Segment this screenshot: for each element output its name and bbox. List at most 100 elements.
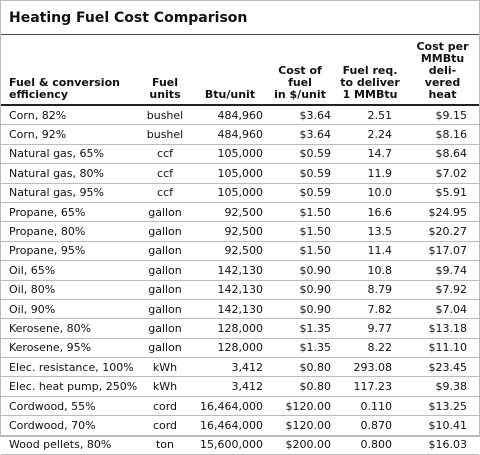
column-header: Cost of fuel in $/unit	[266, 41, 334, 106]
column-header: Fuel & conversion efficiency	[1, 41, 136, 106]
table-cell: Cordwood, 70%	[1, 415, 136, 436]
table-cell: 3,412	[194, 376, 266, 397]
table-cell: 2.24	[334, 124, 406, 145]
table-cell: $0.90	[266, 260, 334, 281]
table-cell: $0.59	[266, 144, 334, 165]
table-row: Kerosene, 95% gallon 128,000 $1.35 8.22 $11.1…	[1, 338, 479, 359]
table-cell: Corn, 92%	[1, 124, 136, 145]
table-cell: 105,000	[194, 183, 266, 203]
column-header: Btu/unit	[194, 41, 266, 106]
table-cell: $9.74	[406, 260, 479, 281]
table-body: Corn, 82% bushel 484,960 $3.64 2.51 $9.15 Corn…	[1, 105, 479, 455]
table-cell: ccf	[136, 144, 194, 165]
table-cell: $0.80	[266, 376, 334, 397]
table-cell: 128,000	[194, 338, 266, 359]
table-cell: $20.27	[406, 221, 479, 242]
header-line: Fuel req.	[342, 64, 398, 77]
table-cell: gallon	[136, 202, 194, 223]
table-cell: 11.4	[334, 241, 406, 262]
header-line: efficiency	[9, 88, 69, 101]
table-cell: 16.6	[334, 202, 406, 223]
column-header: Fuel units	[136, 41, 194, 106]
table-cell: 16,464,000	[194, 415, 266, 436]
table-cell: $0.90	[266, 280, 334, 300]
table-cell: $7.04	[406, 299, 479, 320]
table-cell: $8.16	[406, 124, 479, 145]
table-cell: $0.80	[266, 357, 334, 378]
table-row: Wood pellets, 80% ton 15,600,000 $200.00 0.8…	[1, 435, 479, 455]
table-cell: Oil, 80%	[1, 280, 136, 300]
table-cell: Kerosene, 80%	[1, 318, 136, 339]
header-line: in $/unit	[274, 88, 326, 101]
header-line: Cost of fuel	[278, 64, 322, 89]
table-cell: $9.15	[406, 105, 479, 126]
table-cell: gallon	[136, 280, 194, 300]
header-line: to deliver	[340, 76, 400, 89]
table-cell: 9.77	[334, 318, 406, 339]
table-cell: kWh	[136, 357, 194, 378]
table-cell: gallon	[136, 221, 194, 242]
table-cell: Corn, 82%	[1, 105, 136, 126]
table-row: Natural gas, 80% ccf 105,000 $0.59 11.9 $7.02	[1, 163, 479, 184]
table-cell: 11.9	[334, 163, 406, 184]
table-cell: gallon	[136, 260, 194, 281]
table-cell: 142,130	[194, 260, 266, 281]
table-cell: Oil, 90%	[1, 299, 136, 320]
table-cell: $1.50	[266, 202, 334, 223]
table-cell: 10.0	[334, 183, 406, 203]
table-cell: 16,464,000	[194, 396, 266, 417]
table-row: Natural gas, 95% ccf 105,000 $0.59 10.0 $5.91	[1, 183, 479, 203]
header-line: Cost per	[416, 40, 469, 53]
header-line: Fuel units	[149, 76, 181, 101]
table-cell: Natural gas, 80%	[1, 163, 136, 184]
table-cell: $0.90	[266, 299, 334, 320]
table-cell: $200.00	[266, 435, 334, 455]
header-line: MMBtu deli-	[420, 52, 465, 77]
table-cell: Kerosene, 95%	[1, 338, 136, 359]
header-line: 1 MMBtu	[342, 88, 398, 101]
table-cell: $1.35	[266, 318, 334, 339]
table-cell: 484,960	[194, 124, 266, 145]
table-cell: $13.18	[406, 318, 479, 339]
table-row: Propane, 80% gallon 92,500 $1.50 13.5 $20.27	[1, 221, 479, 242]
table-cell: $24.95	[406, 202, 479, 223]
table-row: Propane, 65% gallon 92,500 $1.50 16.6 $24.95	[1, 202, 479, 223]
table-cell: Elec. heat pump, 250%	[1, 376, 137, 397]
table-cell: 10.8	[334, 260, 406, 281]
table-cell: 92,500	[194, 221, 266, 242]
table-cell: $8.64	[406, 144, 479, 165]
table-cell: $3.64	[266, 124, 334, 145]
table-cell: ton	[136, 435, 194, 455]
table-cell: $10.41	[406, 415, 479, 436]
table-cell: 13.5	[334, 221, 406, 242]
header-line: Fuel & conversion	[9, 76, 120, 89]
table-cell: 293.08	[334, 357, 406, 378]
table-cell: 105,000	[194, 163, 266, 184]
table-cell: 0.110	[334, 396, 406, 417]
table-cell: Oil, 65%	[1, 260, 136, 281]
table-cell: 92,500	[194, 202, 266, 223]
table-cell: $5.91	[406, 183, 479, 203]
table-cell: gallon	[136, 299, 194, 320]
table-cell: kWh	[136, 376, 194, 397]
table-cell: $17.07	[406, 241, 479, 262]
column-header: Cost per MMBtu deli-vered heat	[406, 40, 479, 106]
table-cell: $9.38	[406, 376, 479, 397]
table-cell: 0.870	[334, 415, 406, 436]
table-row: Kerosene, 80% gallon 128,000 $1.35 9.77 $13.1…	[1, 318, 479, 339]
table-row: Cordwood, 70% cord 16,464,000 $120.00 0.870 $…	[1, 415, 479, 436]
table-cell: ccf	[136, 183, 194, 203]
table-cell: Propane, 80%	[1, 221, 136, 242]
table-cell: cord	[136, 415, 194, 436]
table-cell: gallon	[136, 318, 194, 339]
table-cell: cord	[136, 396, 194, 417]
table-cell: $3.64	[266, 105, 334, 126]
table-cell: $120.00	[266, 396, 334, 417]
table-cell: Elec. resistance, 100%	[1, 357, 136, 378]
table-cell: $1.35	[266, 338, 334, 359]
header-row: Fuel & conversion efficiency Fuel units Btu…	[1, 40, 479, 106]
table-row: Oil, 65% gallon 142,130 $0.90 10.8 $9.74	[1, 260, 479, 281]
table-cell: 92,500	[194, 241, 266, 262]
table-cell: $7.92	[406, 280, 479, 300]
